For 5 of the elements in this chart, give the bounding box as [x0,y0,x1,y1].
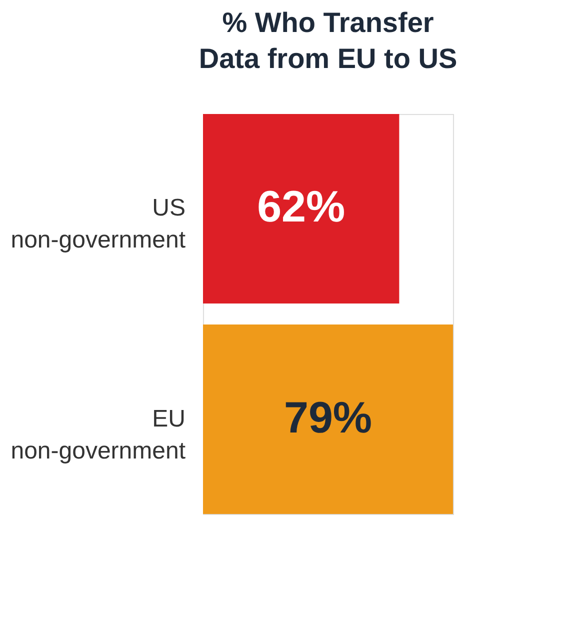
y-tick-label: EU non-government [10,405,186,464]
data-label: 79% [284,393,372,442]
data-label: 62% [257,182,346,232]
y-tick-label: US non-government [10,194,186,254]
chart-title: % Who Transfer Data from EU to US [198,7,458,74]
